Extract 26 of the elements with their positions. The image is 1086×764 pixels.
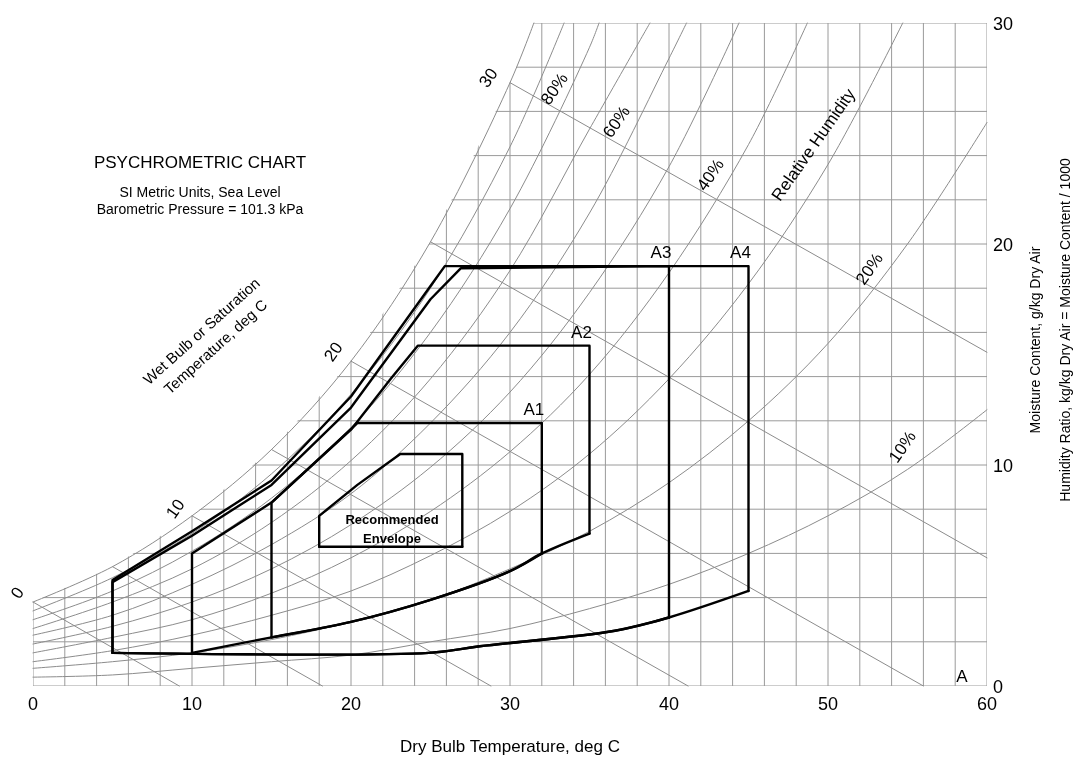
annotation: A bbox=[956, 667, 969, 686]
annotation: Recommended Envelope bbox=[345, 512, 439, 546]
annotation: 30 bbox=[475, 64, 502, 92]
text: 0 bbox=[7, 583, 28, 603]
x-tick-label: 0 bbox=[27, 694, 39, 714]
text: Humidity Ratio, kg/kg Dry Air = Moisture Content / 1000 bbox=[1057, 158, 1073, 502]
text: SI Metric Units, Sea Level Barometric Pressure = 101.3 kPa bbox=[96, 184, 304, 217]
series-label: A3 bbox=[650, 243, 672, 263]
annotation: 20 bbox=[320, 338, 347, 366]
x-tick-label: 50 bbox=[817, 694, 839, 714]
y-tick-label: 10 bbox=[993, 456, 1014, 476]
x-tick-label: 40 bbox=[658, 694, 680, 714]
y-tick-label: 0 bbox=[993, 677, 1004, 697]
x-tick-label: 10 bbox=[181, 694, 203, 714]
annotation: 10 bbox=[162, 495, 189, 523]
series-label: A4 bbox=[730, 243, 751, 263]
series-label: A2 bbox=[571, 322, 592, 342]
x-axis-title: Dry Bulb Temperature, deg C bbox=[400, 737, 620, 756]
y-tick-label: 20 bbox=[993, 235, 1014, 255]
x-tick-label: 60 bbox=[976, 694, 998, 714]
x-tick-label: 30 bbox=[499, 694, 521, 714]
y-axis-title: Moisture Content, g/kg Dry Air bbox=[1027, 246, 1043, 434]
x-tick-label: 20 bbox=[340, 694, 362, 714]
series-label: A1 bbox=[523, 400, 545, 420]
text: PSYCHROMETRIC CHART bbox=[93, 153, 307, 172]
y-tick-label: 30 bbox=[993, 14, 1014, 34]
